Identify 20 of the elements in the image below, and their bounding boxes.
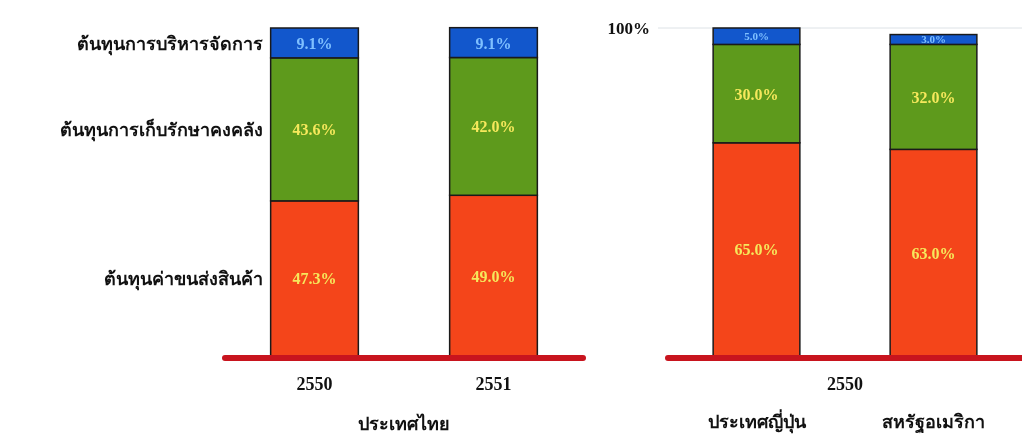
data-label: 63.0%	[911, 244, 956, 262]
x-tick-label: 2551	[475, 374, 512, 394]
series-label: ต้นทุนการบริหารจัดการ	[76, 33, 263, 56]
data-label: 30.0%	[734, 85, 779, 103]
data-label: 43.6%	[292, 121, 337, 139]
data-label: 65.0%	[734, 241, 779, 259]
data-label: 5.0%	[744, 30, 769, 43]
x-tick-label: ประเทศญี่ปุ่น	[707, 409, 807, 434]
data-label: 9.1%	[475, 34, 512, 52]
data-label: 9.1%	[296, 34, 333, 52]
x-axis-title: ประเทศไทย	[358, 413, 450, 434]
series-label: ต้นทุนการเก็บรักษาคงคลัง	[59, 118, 263, 143]
data-label: 47.3%	[292, 270, 337, 288]
data-label: 3.0%	[921, 33, 946, 46]
y-tick-label: 100%	[607, 19, 650, 38]
x-tick-label: สหรัฐอเมริกา	[882, 412, 985, 434]
series-label: ต้นทุนค่าขนส่งสินค้า	[103, 269, 263, 292]
data-label: 32.0%	[911, 88, 956, 106]
data-label: 49.0%	[471, 267, 516, 285]
data-label: 42.0%	[471, 118, 516, 136]
